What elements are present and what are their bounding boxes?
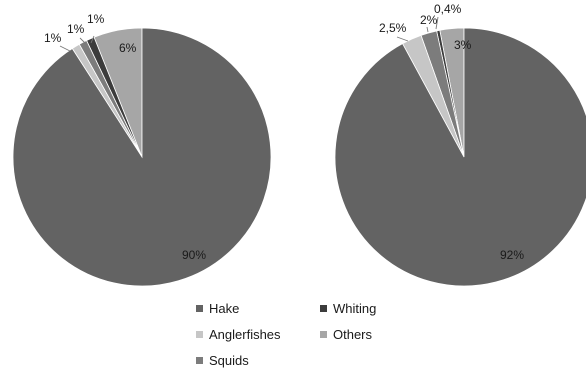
pie2-slice-hake [334,27,586,287]
pie1-label-squids: 1% [67,22,85,36]
pie1-label-anglerfishes: 1% [44,31,62,45]
legend-item-anglerfishes: Anglerfishes [196,327,281,342]
pie1-label-hake: 90% [182,248,206,262]
pie1-label-others: 6% [119,41,137,55]
legend-swatch-hake [196,305,203,312]
legend-label-anglerfishes: Anglerfishes [209,327,281,342]
legend-item-others: Others [320,327,372,342]
pie1-label-whiting: 1% [87,12,105,26]
legend-label-squids: Squids [209,353,249,368]
pie2-label-whiting: 0,4% [434,2,462,16]
legend-label-others: Others [333,327,373,342]
legend-label-hake: Hake [209,301,240,316]
legend-label-whiting: Whiting [333,301,377,316]
pie2-leader-squids [426,26,429,33]
pie1-leader-anglerfishes [59,45,71,52]
legend-swatch-anglerfishes [196,331,203,338]
pie1-leader-squids [79,37,88,46]
pie2-leader-whiting [435,16,439,30]
pie2-label-hake: 92% [500,248,524,262]
pie1-leader-whiting [90,35,95,44]
pie2-label-others: 3% [454,38,472,52]
legend-item-squids: Squids [196,353,249,368]
legend-swatch-squids [196,357,203,364]
legend-swatch-whiting [320,305,327,312]
pie1-slice-hake [12,27,272,287]
legend-item-hake: Hake [196,301,239,316]
pie2-label-anglerfishes: 2,5% [379,21,407,35]
legend-item-whiting: Whiting [320,301,376,316]
pie2-label-squids: 2% [420,13,438,27]
chart-legend: Hake Whiting Anglerfishes Others Squids [196,301,436,373]
pie2-leader-anglerfishes [396,36,409,42]
legend-swatch-others [320,331,327,338]
